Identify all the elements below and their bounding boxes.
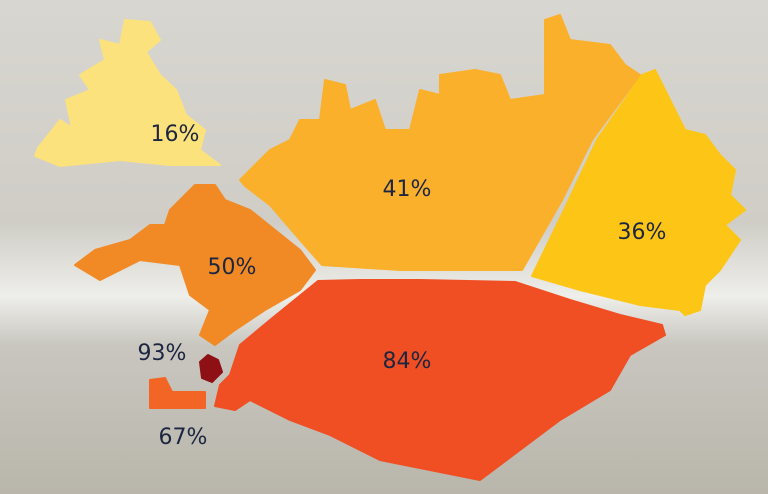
region-label: 93% <box>138 341 187 366</box>
region <box>239 14 641 271</box>
region-label: 36% <box>618 220 667 245</box>
region-label: 16% <box>151 122 200 147</box>
region <box>214 279 666 481</box>
region <box>531 69 746 316</box>
region <box>74 184 316 346</box>
region <box>149 377 206 409</box>
region <box>34 19 221 167</box>
region-label: 84% <box>383 349 432 374</box>
region-label: 41% <box>383 177 432 202</box>
region-label: 50% <box>208 255 257 280</box>
region <box>199 354 223 383</box>
region-label: 67% <box>159 425 208 450</box>
